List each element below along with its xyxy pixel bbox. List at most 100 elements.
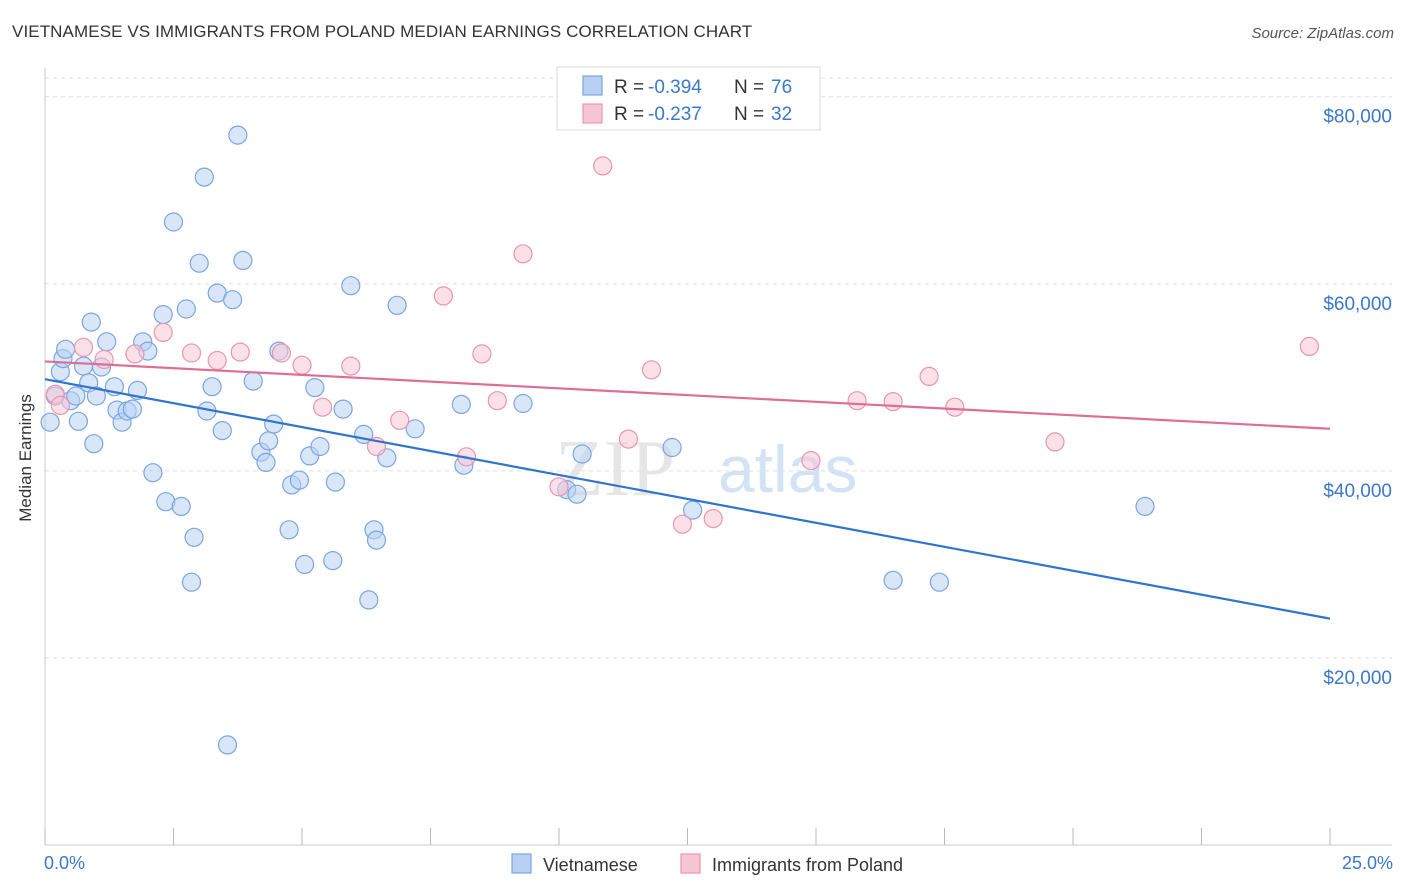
point-poland — [73, 337, 94, 357]
point-vietnamese — [84, 434, 104, 454]
point-vietnamese — [217, 735, 238, 755]
point-poland — [153, 322, 173, 342]
y-axis-title: Median Earnings — [16, 394, 35, 522]
x-tick-label: 0.0% — [44, 853, 85, 873]
point-vietnamese — [451, 394, 471, 414]
point-vietnamese — [310, 436, 330, 457]
point-vietnamese — [341, 276, 361, 296]
point-vietnamese — [682, 500, 703, 520]
point-vietnamese — [233, 250, 253, 270]
point-vietnamese — [194, 167, 214, 187]
point-poland — [50, 395, 71, 415]
y-tick-label: $60,000 — [1323, 294, 1392, 315]
y-tick-label: $80,000 — [1323, 107, 1392, 128]
point-poland — [181, 343, 202, 363]
point-vietnamese — [171, 496, 191, 516]
legend-r-value: -0.237 — [648, 104, 702, 125]
y-tick-label: $40,000 — [1323, 481, 1392, 502]
point-vietnamese — [264, 414, 284, 434]
y-tick-label: $20,000 — [1323, 668, 1392, 689]
point-poland — [593, 156, 613, 176]
axes-layer: 0.0% 25.0% — [44, 68, 1393, 873]
top-legend: R = -0.394 N = 76 R = -0.237 N = 32 — [556, 66, 821, 131]
point-vietnamese — [513, 393, 533, 414]
watermark-atlas: atlas — [718, 432, 857, 506]
point-vietnamese — [387, 295, 407, 315]
grid-layer: $20,000 $40,000 $60,000 $80,000 — [45, 77, 1392, 689]
point-vietnamese — [359, 590, 379, 610]
point-vietnamese — [567, 484, 587, 504]
point-vietnamese — [883, 570, 903, 590]
point-poland — [641, 360, 662, 380]
point-vietnamese — [662, 437, 682, 458]
legend-n-value: 32 — [771, 104, 792, 125]
point-vietnamese — [279, 520, 299, 540]
legend-r-label: R = — [614, 77, 644, 98]
point-vietnamese — [86, 386, 107, 406]
point-poland — [883, 392, 903, 412]
point-vietnamese — [97, 332, 117, 352]
point-poland — [1299, 336, 1320, 356]
bottom-legend: Vietnamese Immigrants from Poland — [511, 853, 903, 875]
point-poland — [1045, 432, 1065, 452]
trend-layer — [44, 360, 1331, 620]
point-vietnamese — [73, 356, 94, 376]
bottom-legend-swatch-vietnamese — [511, 853, 532, 874]
point-poland — [487, 391, 507, 411]
point-vietnamese — [256, 452, 276, 472]
point-vietnamese — [153, 305, 173, 325]
point-poland — [618, 429, 639, 449]
point-vietnamese — [333, 399, 353, 419]
point-vietnamese — [55, 339, 76, 359]
bottom-legend-label-poland: Immigrants from Poland — [712, 855, 903, 875]
point-vietnamese — [305, 378, 325, 398]
point-vietnamese — [212, 421, 232, 441]
point-poland — [292, 355, 312, 375]
point-vietnamese — [143, 463, 163, 483]
legend-n-value: 76 — [771, 77, 792, 98]
point-poland — [672, 514, 693, 534]
point-vietnamese — [295, 554, 315, 575]
point-poland — [433, 286, 453, 306]
chart-title: VIETNAMESE VS IMMIGRANTS FROM POLAND MED… — [12, 22, 753, 41]
point-vietnamese — [325, 472, 345, 492]
point-poland — [472, 344, 492, 364]
point-vietnamese — [929, 572, 950, 592]
point-vietnamese — [122, 399, 142, 419]
trendline-poland — [44, 360, 1331, 430]
bottom-legend-label-vietnamese: Vietnamese — [543, 855, 638, 875]
point-poland — [207, 350, 227, 371]
point-poland — [125, 344, 145, 364]
point-vietnamese — [1135, 496, 1155, 516]
trendline-vietnamese — [44, 378, 1331, 620]
point-vietnamese — [228, 125, 248, 145]
point-vietnamese — [68, 411, 89, 431]
point-poland — [945, 397, 965, 417]
point-vietnamese — [243, 371, 263, 391]
point-vietnamese — [572, 444, 592, 464]
legend-swatch-poland — [582, 103, 603, 124]
point-poland — [801, 451, 821, 471]
point-poland — [549, 477, 569, 497]
point-poland — [919, 366, 939, 386]
point-vietnamese — [181, 572, 202, 592]
point-vietnamese — [184, 527, 204, 547]
point-vietnamese — [289, 470, 309, 490]
legend-swatch-vietnamese — [582, 75, 603, 96]
point-vietnamese — [202, 377, 222, 397]
point-vietnamese — [176, 299, 196, 319]
legend-n-label: N = — [734, 77, 764, 98]
point-poland — [513, 244, 533, 264]
bottom-legend-swatch-poland — [680, 853, 701, 874]
chart-source: Source: ZipAtlas.com — [1251, 25, 1394, 42]
point-vietnamese — [323, 550, 343, 571]
point-vietnamese — [40, 412, 60, 432]
watermark: ZIP atlas — [555, 425, 857, 513]
point-vietnamese — [366, 530, 387, 550]
point-vietnamese — [81, 312, 101, 332]
legend-r-label: R = — [614, 104, 644, 125]
legend-r-value: -0.394 — [648, 77, 702, 98]
point-vietnamese — [223, 290, 243, 310]
legend-n-label: N = — [734, 104, 764, 125]
